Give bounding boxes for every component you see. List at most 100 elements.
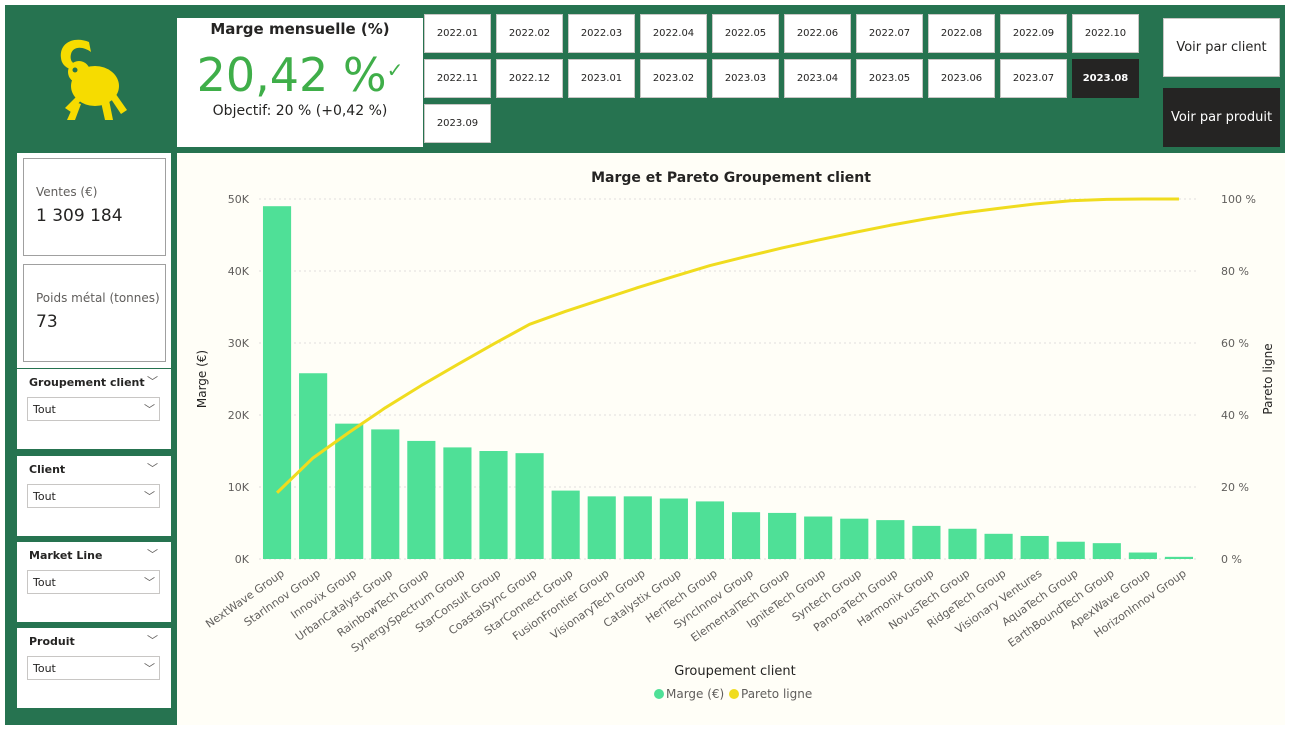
legend-marker-pareto — [729, 689, 739, 699]
period-button-2022.08[interactable]: 2022.08 — [928, 14, 995, 53]
y-tick-label: 20K — [228, 409, 250, 422]
bar-14 — [731, 512, 761, 559]
x-axis-label: Groupement client — [674, 664, 795, 679]
slicer-value: Tout — [33, 662, 56, 675]
bar-25 — [1128, 552, 1157, 559]
period-button-2022.01[interactable]: 2022.01 — [424, 14, 491, 53]
kpi-title: Marge mensuelle (%) — [210, 20, 390, 38]
bar-26 — [1164, 556, 1194, 559]
bar-18 — [876, 520, 905, 559]
period-button-2023.06[interactable]: 2023.06 — [928, 59, 995, 98]
chart-title: Marge et Pareto Groupement client — [591, 170, 871, 186]
y2-tick-label: 20 % — [1221, 481, 1249, 494]
chevron-down-icon[interactable]: ﹀ — [147, 634, 158, 647]
slicer-title: Produit — [29, 635, 75, 648]
y2-tick-label: 60 % — [1221, 337, 1249, 350]
y2-tick-label: 0 % — [1221, 553, 1242, 566]
chevron-down-icon: ﹀ — [144, 662, 155, 675]
slicer-dropdown[interactable]: Tout ﹀ — [27, 484, 160, 508]
period-button-2022.05[interactable]: 2022.05 — [712, 14, 779, 53]
card-label: Ventes (€) — [36, 185, 98, 199]
pareto-chart-panel: Marge et Pareto Groupement client 0K 10K 20… — [177, 153, 1285, 725]
card-value: 73 — [36, 312, 58, 332]
kpi-value: 20,42 %✓ — [177, 42, 423, 103]
period-button-2023.08[interactable]: 2023.08 — [1072, 59, 1139, 98]
chevron-down-icon: ﹀ — [144, 403, 155, 416]
period-button-2023.01[interactable]: 2023.01 — [568, 59, 635, 98]
period-button-2023.07[interactable]: 2023.07 — [1000, 59, 1067, 98]
chevron-down-icon[interactable]: ﹀ — [147, 548, 158, 561]
slicer-title: Client — [29, 463, 66, 476]
legend-marker-margin — [654, 689, 664, 699]
view-by-client-button[interactable]: Voir par client — [1163, 18, 1280, 77]
y-tick-label: 10K — [228, 481, 250, 494]
period-button-2022.03[interactable]: 2022.03 — [568, 14, 635, 53]
bar-24 — [1092, 543, 1121, 559]
slicer-value: Tout — [33, 403, 56, 416]
chevron-down-icon: ﹀ — [144, 490, 155, 503]
chevron-down-icon[interactable]: ﹀ — [147, 375, 158, 388]
legend-label-pareto: Pareto ligne — [741, 687, 812, 701]
bar-17 — [840, 518, 869, 559]
kpi-value-text: 20,42 % — [196, 48, 387, 102]
bar-5 — [407, 440, 436, 559]
period-button-2022.06[interactable]: 2022.06 — [784, 14, 851, 53]
y2-axis-label: Pareto ligne — [1261, 343, 1275, 414]
period-button-2022.12[interactable]: 2022.12 — [496, 59, 563, 98]
y-tick-label: 50K — [228, 193, 250, 206]
pareto-line — [275, 197, 1179, 494]
period-button-2023.03[interactable]: 2023.03 — [712, 59, 779, 98]
period-button-2023.09[interactable]: 2023.09 — [424, 104, 491, 143]
sales-card: Ventes (€) 1 309 184 — [23, 158, 166, 256]
bar-6 — [443, 447, 472, 559]
card-value: 1 309 184 — [36, 206, 123, 226]
bar-7 — [479, 451, 508, 559]
period-button-2022.09[interactable]: 2022.09 — [1000, 14, 1067, 53]
bar-4 — [371, 429, 400, 559]
period-button-2023.02[interactable]: 2023.02 — [640, 59, 707, 98]
slicer-client: Client ﹀ Tout ﹀ — [17, 456, 171, 536]
bar-12 — [659, 498, 688, 559]
y-tick-label: 0K — [235, 553, 250, 566]
slicer-title: Market Line — [29, 549, 103, 562]
period-button-2023.04[interactable]: 2023.04 — [784, 59, 851, 98]
period-button-2022.02[interactable]: 2022.02 — [496, 14, 563, 53]
slicer-dropdown[interactable]: Tout ﹀ — [27, 656, 160, 680]
pareto-chart: Marge et Pareto Groupement client 0K 10K 20… — [195, 170, 1275, 701]
bar-22 — [1020, 535, 1049, 559]
slicer-value: Tout — [33, 576, 56, 589]
bar-15 — [768, 512, 797, 559]
bar-16 — [804, 516, 833, 559]
bar-11 — [623, 496, 652, 559]
view-by-product-button[interactable]: Voir par produit — [1163, 88, 1280, 147]
period-button-2023.05[interactable]: 2023.05 — [856, 59, 923, 98]
dashboard-frame: Marge mensuelle (%) 20,42 %✓ Objectif: 2… — [5, 5, 1285, 725]
slicer-dropdown[interactable]: Tout ﹀ — [27, 570, 160, 594]
period-button-2022.10[interactable]: 2022.10 — [1072, 14, 1139, 53]
period-button-2022.04[interactable]: 2022.04 — [640, 14, 707, 53]
bar-8 — [515, 453, 544, 559]
chevron-down-icon: ﹀ — [144, 576, 155, 589]
chevron-down-icon[interactable]: ﹀ — [147, 462, 158, 475]
slicer-client-group: Groupement client ﹀ Tout ﹀ — [17, 369, 171, 449]
period-button-2022.07[interactable]: 2022.07 — [856, 14, 923, 53]
period-button-2022.11[interactable]: 2022.11 — [424, 59, 491, 98]
y2-tick-label: 80 % — [1221, 265, 1249, 278]
bar-9 — [551, 490, 580, 559]
slicer-dropdown[interactable]: Tout ﹀ — [27, 397, 160, 421]
bar-13 — [695, 501, 725, 559]
legend-label-margin: Marge (€) — [666, 687, 724, 701]
metal-weight-card: Poids métal (tonnes) 73 — [23, 264, 166, 362]
slicer-value: Tout — [33, 490, 56, 503]
card-panel: Ventes (€) 1 309 184 Poids métal (tonnes… — [17, 153, 171, 368]
y-tick-label: 40K — [228, 265, 250, 278]
bar-1 — [262, 206, 292, 559]
kpi-monthly-margin: Marge mensuelle (%) 20,42 %✓ Objectif: 2… — [177, 18, 423, 147]
y-tick-label: 30K — [228, 337, 250, 350]
bar-10 — [587, 496, 616, 559]
kpi-goal: Objectif: 20 % (+0,42 %) — [212, 103, 388, 119]
checkmark-icon: ✓ — [386, 58, 404, 82]
y2-tick-label: 100 % — [1221, 193, 1256, 206]
bar-19 — [912, 525, 941, 559]
slicer-market-line: Market Line ﹀ Tout ﹀ — [17, 542, 171, 622]
